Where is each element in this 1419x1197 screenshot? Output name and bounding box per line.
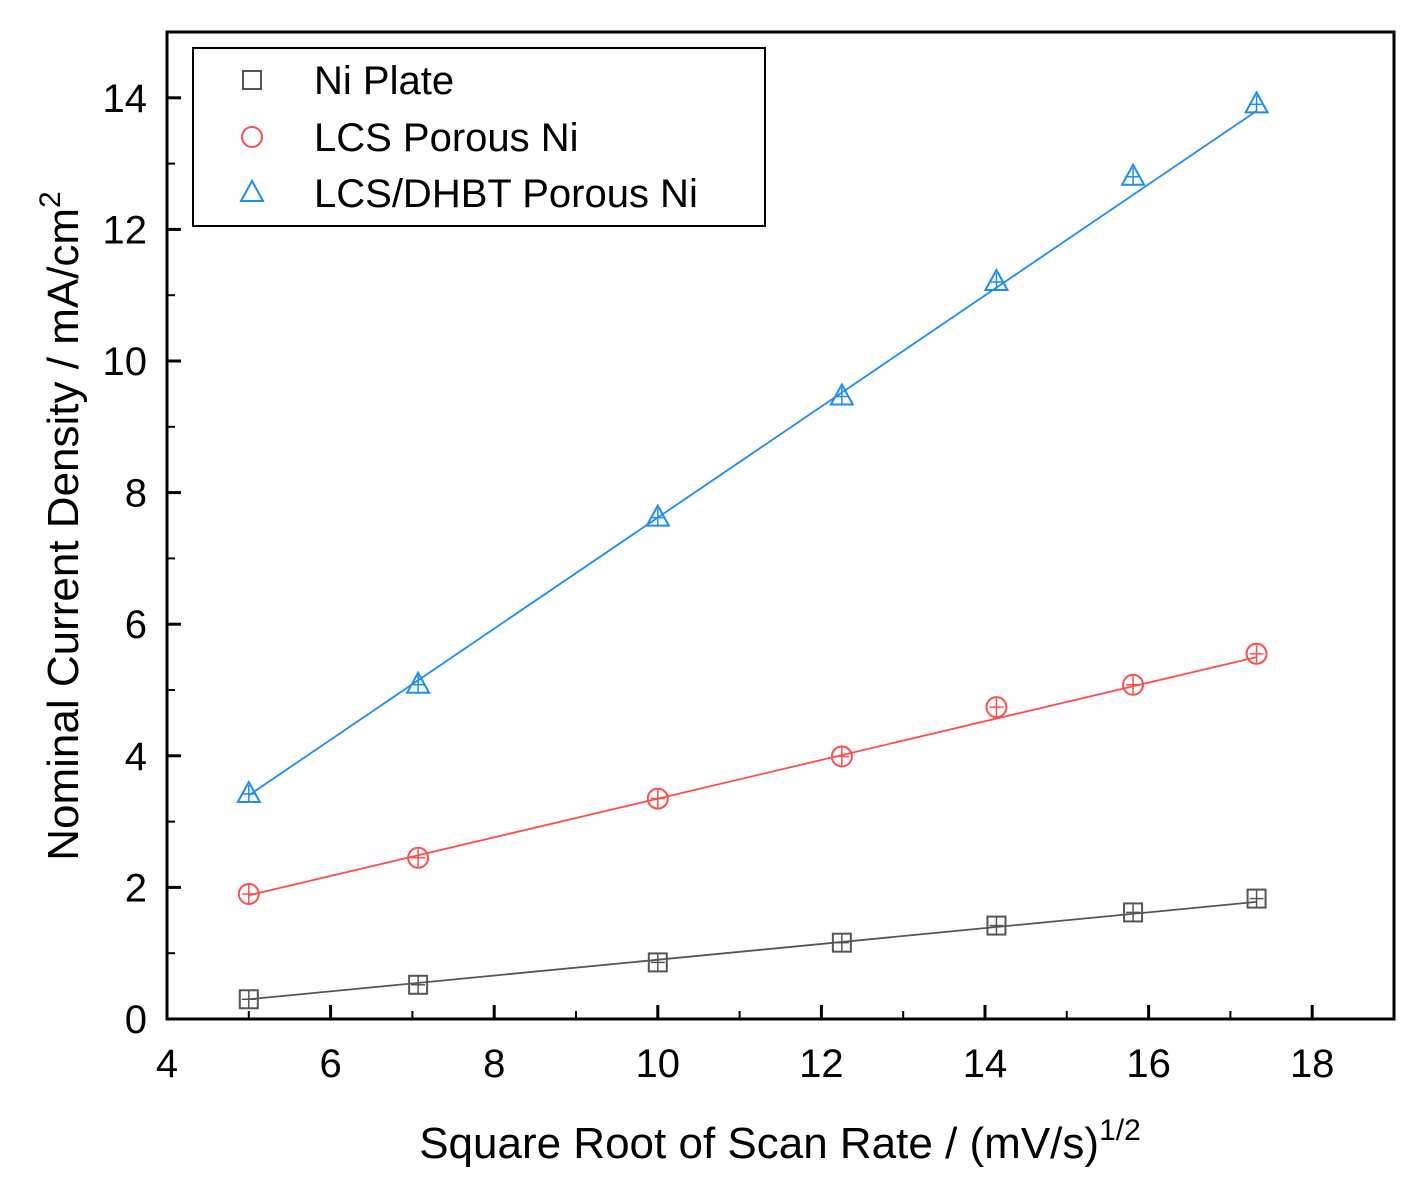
x-axis-title: Square Root of Scan Rate / (mV/s)1/2: [419, 1114, 1141, 1168]
data-point-series-3: [1243, 90, 1270, 114]
legend-label: LCS Porous Ni: [314, 116, 579, 160]
x-tick-label: 14: [963, 1042, 1008, 1086]
data-point-series-1: [1123, 902, 1144, 923]
x-tick-label: 8: [483, 1042, 505, 1086]
data-point-series-3: [983, 267, 1010, 292]
data-point-series-1: [986, 915, 1007, 936]
data-point-series-2: [407, 846, 430, 869]
legend-marker-series-3: [239, 178, 265, 202]
legend-box: [192, 47, 766, 227]
y-tick-label: 12: [103, 208, 148, 252]
y-tick-label: 14: [103, 77, 148, 121]
x-tick-label: 6: [319, 1042, 341, 1086]
data-point-series-2: [237, 882, 260, 905]
data-point-series-2: [646, 787, 669, 810]
x-tick-label: 4: [156, 1042, 178, 1086]
y-axis-title: Nominal Current Density / mA/cm2: [34, 191, 88, 861]
data-point-series-2: [985, 696, 1008, 719]
y-tick-label: 10: [103, 340, 148, 384]
data-point-series-1: [831, 932, 852, 953]
legend-marker-series-2: [241, 126, 263, 148]
data-point-series-3: [645, 503, 671, 527]
data-point-series-3: [236, 779, 262, 803]
data-markers: [236, 90, 1270, 1010]
plot-frame: [165, 30, 1396, 1021]
y-tick-label: 4: [125, 735, 147, 779]
data-point-series-1: [238, 989, 259, 1010]
fit-line-series-3: [248, 110, 1258, 797]
data-point-series-3: [829, 382, 855, 406]
x-tick-label: 12: [799, 1042, 844, 1086]
legend-label: LCS/DHBT Porous Ni: [314, 172, 698, 216]
y-tick-label: 2: [125, 866, 147, 910]
x-tick-label: 10: [636, 1042, 681, 1086]
legend-label: Ni Plate: [314, 59, 454, 103]
y-tick-label: 6: [125, 603, 147, 647]
fit-lines: [248, 110, 1258, 1001]
data-point-series-2: [1122, 673, 1145, 696]
data-point-series-1: [1246, 888, 1267, 909]
x-tick-label: 18: [1290, 1042, 1335, 1086]
data-point-series-3: [405, 670, 431, 694]
y-tick-label: 8: [125, 472, 147, 516]
fit-line-series-2: [248, 656, 1257, 897]
data-point-series-1: [647, 952, 668, 973]
legend-marker-series-1: [242, 70, 262, 90]
data-point-series-1: [408, 974, 429, 995]
legend: Ni Plate LCS Porous Ni LCS/DHBT Porous Ni: [192, 47, 766, 227]
axis-ticks: 4 6 8 10 12 14 16 18 0 2 4 6 8 10 12 14: [103, 77, 1335, 1086]
fit-line-series-1: [248, 900, 1257, 1001]
data-point-series-2: [830, 745, 853, 768]
data-point-series-3: [1120, 162, 1146, 186]
x-tick-label: 16: [1126, 1042, 1171, 1086]
data-point-series-2: [1245, 642, 1268, 665]
y-tick-label: 0: [125, 998, 147, 1042]
